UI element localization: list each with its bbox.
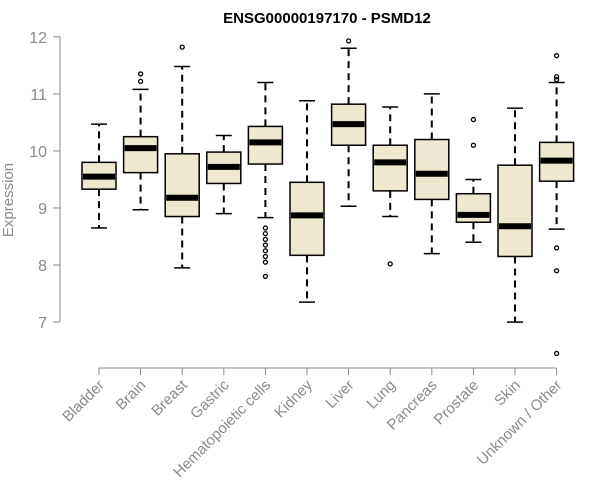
y-tick-label: 7 <box>38 315 47 332</box>
x-tick-label: Liver <box>322 377 357 412</box>
y-tick-label: 12 <box>29 30 47 47</box>
outlier-point <box>553 245 560 251</box>
plot-area <box>81 38 575 357</box>
outlier-point <box>262 248 269 254</box>
chart-title: ENSG00000197170 - PSMD12 <box>223 10 431 27</box>
box-group <box>414 93 450 255</box>
box-group <box>206 134 242 215</box>
outlier-point <box>262 231 269 237</box>
x-tick-label: Skin <box>491 377 524 410</box>
outlier-point <box>262 225 269 231</box>
outlier-point <box>553 268 560 274</box>
box-group <box>247 81 284 280</box>
x-tick-label: Lung <box>363 377 399 413</box>
outlier-point <box>470 116 477 123</box>
outlier-point <box>470 142 477 148</box>
x-tick-label: Breast <box>148 376 191 419</box>
x-tick-label: Kidney <box>271 376 316 421</box>
outlier-point <box>345 38 352 44</box>
x-tick-label: Bladder <box>59 377 108 426</box>
y-tick-label: 10 <box>29 144 47 161</box>
box-group <box>289 99 325 303</box>
y-tick-label: 9 <box>38 201 47 218</box>
box-group <box>372 106 408 267</box>
box-group <box>497 107 533 323</box>
box-group <box>455 116 492 243</box>
outlier-point <box>553 53 560 59</box>
outlier-point <box>553 76 560 83</box>
box-group <box>330 38 367 208</box>
box <box>455 192 492 223</box>
outlier-point <box>387 261 393 267</box>
box-group <box>164 44 200 269</box>
outlier-point <box>262 242 269 248</box>
outlier-point <box>553 74 560 80</box>
x-tick-label: Prostate <box>431 377 483 429</box>
y-axis-label: Expression <box>0 163 17 237</box>
box <box>164 153 200 218</box>
box-group <box>81 123 117 229</box>
outlier-point <box>262 259 269 265</box>
x-tick-label: Brain <box>113 377 150 414</box>
y-axis: 7 8 9 10 11 12 <box>29 30 61 332</box>
box-group <box>538 53 575 357</box>
box <box>497 164 533 258</box>
outlier-point <box>262 236 269 243</box>
outlier-point <box>179 44 185 50</box>
outlier-point <box>137 78 144 84</box>
y-tick-label: 11 <box>30 87 47 104</box>
box <box>289 181 325 257</box>
box <box>372 144 408 192</box>
box <box>414 138 450 201</box>
box <box>122 135 159 174</box>
y-tick-label: 8 <box>38 258 47 275</box>
outlier-point <box>553 350 560 357</box>
outlier-point <box>262 253 269 260</box>
outlier-point <box>262 273 269 280</box>
box-group <box>122 71 159 211</box>
outlier-point <box>137 71 144 77</box>
